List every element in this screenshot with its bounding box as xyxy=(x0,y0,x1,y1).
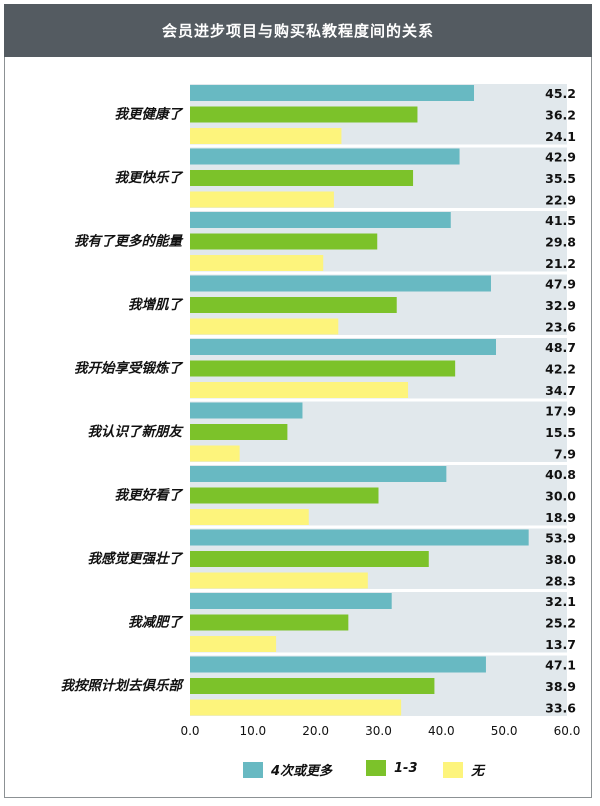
legend-label: 1-3 xyxy=(394,760,418,776)
bar xyxy=(190,255,324,271)
x-tick-label: 30.0 xyxy=(365,724,392,738)
value-label: 25.2 xyxy=(545,616,576,631)
bar xyxy=(190,614,349,631)
bar xyxy=(190,148,460,165)
category-label: 我更健康了 xyxy=(115,107,184,123)
bars xyxy=(190,85,529,716)
bar xyxy=(190,529,529,546)
category-label: 我更好看了 xyxy=(115,488,184,504)
bar xyxy=(190,487,379,504)
bar xyxy=(190,593,392,609)
legend-label: 无 xyxy=(471,764,485,779)
value-label: 22.9 xyxy=(545,193,576,208)
x-tick-label: 40.0 xyxy=(428,724,455,738)
bar xyxy=(190,402,303,419)
value-label: 28.3 xyxy=(545,574,576,589)
value-label: 15.5 xyxy=(545,425,576,440)
bar xyxy=(190,445,240,462)
legend-swatch xyxy=(366,760,386,776)
legend-item: 1-3 xyxy=(366,760,418,776)
value-label: 34.7 xyxy=(545,383,576,398)
legend-item: 无 xyxy=(443,760,484,779)
category-label: 我按照计划去俱乐部 xyxy=(61,678,185,694)
category-label: 我开始享受锻炼了 xyxy=(74,361,183,377)
bar xyxy=(190,128,342,144)
category-labels: 我更健康了我更快乐了我有了更多的能量我增肌了我开始享受锻炼了我认识了新朋友我更好… xyxy=(61,107,185,695)
value-label: 21.2 xyxy=(545,256,576,271)
chart-title: 会员进步项目与购买私教程度间的关系 xyxy=(4,4,592,57)
value-label: 40.8 xyxy=(545,467,576,482)
bar xyxy=(190,678,435,694)
value-labels: 45.2 36.2 24.1 42.9 35.5 22.9 41.5 29.8 21.2 47.9… xyxy=(545,86,576,716)
x-tick-label: 20.0 xyxy=(302,724,329,738)
value-label: 42.2 xyxy=(545,362,576,377)
bar xyxy=(190,275,491,292)
category-label: 我更快乐了 xyxy=(115,170,184,186)
category-label: 我增肌了 xyxy=(128,297,183,313)
value-label: 32.9 xyxy=(545,298,576,313)
value-label: 29.8 xyxy=(545,235,576,250)
bar xyxy=(190,699,402,716)
value-label: 32.1 xyxy=(545,594,576,609)
value-label: 17.9 xyxy=(545,404,576,419)
bar xyxy=(190,509,309,525)
bar xyxy=(190,212,451,228)
bar xyxy=(190,360,456,377)
value-label: 45.2 xyxy=(545,86,576,101)
category-label: 我有了更多的能量 xyxy=(74,234,183,250)
value-label: 47.1 xyxy=(545,658,576,673)
value-label: 36.2 xyxy=(545,108,576,123)
value-label: 47.9 xyxy=(545,277,576,292)
bar xyxy=(190,636,277,652)
legend-swatch xyxy=(443,761,463,778)
x-tick-label: 60.0 xyxy=(554,724,581,738)
bar xyxy=(190,85,475,101)
value-label: 13.7 xyxy=(545,637,576,652)
value-label: 35.5 xyxy=(545,171,576,186)
value-label: 30.0 xyxy=(545,489,576,504)
bar xyxy=(190,572,368,589)
legend-label: 4次或更多 xyxy=(271,764,333,779)
bar xyxy=(190,106,418,123)
bar xyxy=(190,170,414,186)
bar xyxy=(190,191,334,208)
value-label: 38.9 xyxy=(545,679,576,694)
value-label: 23.6 xyxy=(545,320,576,335)
value-label: 33.6 xyxy=(545,701,576,716)
category-label: 我减肥了 xyxy=(128,615,183,631)
category-label: 我感觉更强壮了 xyxy=(88,551,184,567)
value-label: 42.9 xyxy=(545,150,576,165)
value-label: 48.7 xyxy=(545,340,576,355)
bar xyxy=(190,466,447,482)
bar xyxy=(190,551,429,567)
bar xyxy=(190,297,397,313)
legend-swatch xyxy=(243,761,263,778)
bar xyxy=(190,656,486,673)
value-label: 53.9 xyxy=(545,531,576,546)
legend-item: 4次或更多 xyxy=(243,760,332,779)
bar xyxy=(190,339,496,355)
bar xyxy=(190,318,339,335)
value-label: 18.9 xyxy=(545,510,576,525)
value-label: 7.9 xyxy=(554,447,576,462)
bar xyxy=(190,424,288,440)
bar xyxy=(190,233,378,250)
legend: 4次或更多 1-3 无 xyxy=(0,758,600,782)
x-tick-label: 10.0 xyxy=(239,724,266,738)
x-axis-ticks: 0.0 10.0 20.0 30.0 40.0 50.0 60.0 xyxy=(180,724,580,738)
bar xyxy=(190,382,409,398)
category-label: 我认识了新朋友 xyxy=(88,424,185,440)
x-tick-label: 50.0 xyxy=(491,724,518,738)
value-label: 24.1 xyxy=(545,129,576,144)
value-label: 41.5 xyxy=(545,213,576,228)
value-label: 38.0 xyxy=(545,552,576,567)
x-tick-label: 0.0 xyxy=(180,724,199,738)
